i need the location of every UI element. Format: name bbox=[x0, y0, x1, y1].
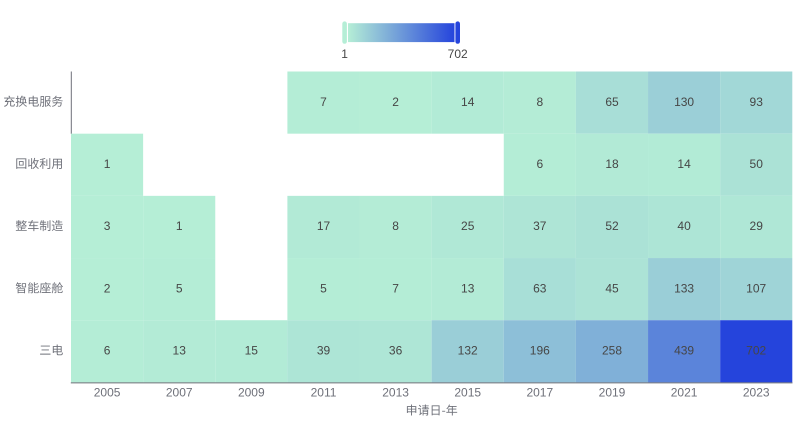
svg-text:2019: 2019 bbox=[599, 386, 626, 400]
svg-text:13: 13 bbox=[173, 344, 187, 358]
svg-text:2015: 2015 bbox=[454, 386, 481, 400]
svg-text:8: 8 bbox=[536, 95, 543, 109]
svg-text:2: 2 bbox=[392, 95, 399, 109]
svg-text:65: 65 bbox=[605, 95, 619, 109]
svg-text:258: 258 bbox=[602, 344, 622, 358]
svg-text:14: 14 bbox=[677, 157, 691, 171]
svg-text:7: 7 bbox=[392, 281, 399, 295]
svg-text:702: 702 bbox=[746, 344, 766, 358]
svg-text:63: 63 bbox=[533, 281, 547, 295]
svg-text:6: 6 bbox=[104, 344, 111, 358]
svg-text:439: 439 bbox=[674, 344, 694, 358]
svg-text:3: 3 bbox=[104, 219, 111, 233]
svg-text:2013: 2013 bbox=[382, 386, 409, 400]
svg-text:40: 40 bbox=[677, 219, 691, 233]
svg-text:25: 25 bbox=[461, 219, 475, 233]
svg-text:702: 702 bbox=[448, 47, 468, 61]
svg-text:7: 7 bbox=[320, 95, 327, 109]
svg-text:39: 39 bbox=[317, 344, 331, 358]
svg-text:6: 6 bbox=[536, 157, 543, 171]
svg-text:2005: 2005 bbox=[94, 386, 121, 400]
svg-text:5: 5 bbox=[176, 281, 183, 295]
svg-text:107: 107 bbox=[746, 281, 766, 295]
svg-text:5: 5 bbox=[320, 281, 327, 295]
svg-text:45: 45 bbox=[605, 281, 619, 295]
svg-text:18: 18 bbox=[605, 157, 619, 171]
svg-text:2021: 2021 bbox=[671, 386, 698, 400]
svg-text:50: 50 bbox=[750, 157, 764, 171]
svg-text:2017: 2017 bbox=[526, 386, 553, 400]
svg-text:2023: 2023 bbox=[743, 386, 770, 400]
svg-text:2011: 2011 bbox=[311, 386, 337, 400]
svg-text:36: 36 bbox=[389, 344, 403, 358]
svg-text:2009: 2009 bbox=[238, 386, 265, 400]
svg-text:13: 13 bbox=[461, 281, 475, 295]
svg-text:1: 1 bbox=[104, 157, 111, 171]
svg-text:1: 1 bbox=[341, 47, 348, 61]
svg-text:130: 130 bbox=[674, 95, 694, 109]
svg-text:29: 29 bbox=[750, 219, 764, 233]
svg-text:52: 52 bbox=[605, 219, 619, 233]
svg-text:132: 132 bbox=[458, 344, 478, 358]
svg-text:1: 1 bbox=[176, 219, 183, 233]
svg-text:196: 196 bbox=[530, 344, 550, 358]
svg-text:15: 15 bbox=[245, 344, 259, 358]
svg-text:93: 93 bbox=[750, 95, 764, 109]
svg-text:14: 14 bbox=[461, 95, 475, 109]
svg-text:133: 133 bbox=[674, 281, 694, 295]
svg-text:2: 2 bbox=[104, 281, 111, 295]
svg-text:8: 8 bbox=[392, 219, 399, 233]
svg-text:17: 17 bbox=[317, 219, 331, 233]
svg-text:37: 37 bbox=[533, 219, 547, 233]
svg-text:2007: 2007 bbox=[166, 386, 193, 400]
